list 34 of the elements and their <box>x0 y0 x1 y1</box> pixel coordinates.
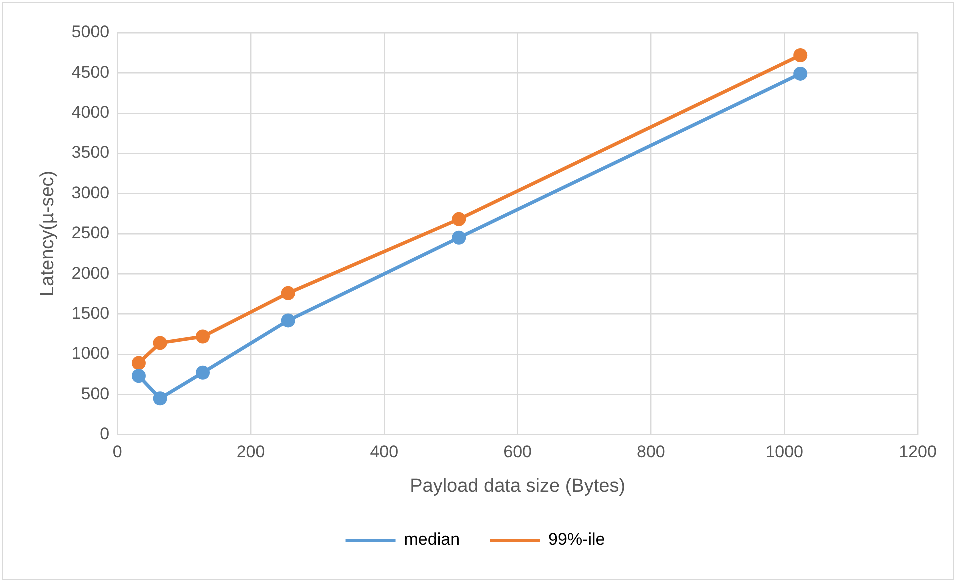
point <box>794 66 808 81</box>
x-tick-label: 1200 <box>899 442 937 462</box>
point <box>196 330 210 344</box>
y-tick-label: 500 <box>81 384 110 404</box>
x-tick-label: 800 <box>637 442 666 462</box>
y-tick-label: 3000 <box>72 183 110 202</box>
y-tick-label: 1000 <box>72 344 110 364</box>
y-tick-label: 2500 <box>72 224 110 243</box>
legend-label: median <box>404 530 460 550</box>
y-tick-label: 0 <box>100 424 110 444</box>
x-tick-label: 600 <box>504 442 532 462</box>
x-tick-label: 400 <box>370 442 399 462</box>
x-tick-label: 1000 <box>766 442 804 462</box>
point <box>132 356 146 370</box>
y-tick-label: 5000 <box>72 22 110 42</box>
x-tick-label: 200 <box>236 442 266 462</box>
y-axis-title: Latency(µ-sec) <box>38 170 59 297</box>
point <box>153 336 168 350</box>
point <box>452 212 466 226</box>
y-tick-label: 2000 <box>72 264 110 283</box>
x-tick-label: 0 <box>112 442 122 462</box>
y-tick-label: 4000 <box>72 103 110 122</box>
point <box>452 230 466 245</box>
point <box>281 314 296 328</box>
point <box>281 286 296 300</box>
point <box>132 369 146 384</box>
y-tick-label: 3500 <box>72 143 110 162</box>
y-tick-label: 1500 <box>72 304 110 323</box>
point <box>153 392 168 406</box>
legend-label: 99%-ile <box>548 530 606 550</box>
point <box>794 48 808 62</box>
point <box>196 366 210 380</box>
x-axis-title: Payload data size (Bytes) <box>410 476 626 497</box>
y-tick-label: 4500 <box>72 62 110 82</box>
